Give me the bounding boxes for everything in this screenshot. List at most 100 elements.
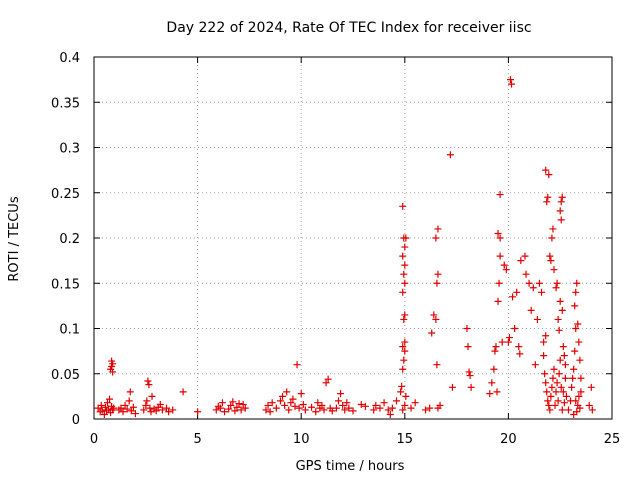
data-point [295, 404, 303, 412]
data-point [560, 399, 568, 407]
data-point [559, 343, 567, 351]
data-point [343, 399, 351, 407]
y-tick-label: 0.15 [51, 277, 80, 292]
data-point [287, 399, 295, 407]
data-point [542, 166, 550, 174]
x-tick-label: 25 [604, 432, 621, 447]
data-point [281, 401, 289, 409]
data-point [466, 372, 474, 380]
data-point [231, 407, 239, 415]
data-point [393, 397, 401, 405]
data-point [546, 252, 554, 260]
data-point [486, 390, 494, 398]
data-point [140, 406, 148, 414]
data-point [572, 397, 580, 405]
data-point [399, 202, 407, 210]
data-point [561, 374, 569, 382]
data-point [399, 365, 407, 373]
data-point [527, 306, 535, 314]
data-point [436, 401, 444, 409]
data-point [434, 225, 442, 233]
data-point [498, 338, 506, 346]
data-point [144, 377, 152, 385]
data-point [401, 279, 409, 287]
data-point [117, 404, 125, 412]
y-tick-label: 0.1 [59, 323, 80, 338]
data-point [165, 408, 173, 416]
data-point [511, 325, 519, 332]
data-point [266, 408, 274, 416]
data-point [542, 332, 550, 340]
data-point [179, 388, 187, 396]
data-point [560, 352, 568, 360]
data-point [399, 288, 407, 296]
data-point [402, 392, 410, 400]
data-point [428, 329, 436, 337]
data-point [398, 382, 406, 390]
data-point [145, 381, 153, 389]
data-point [434, 270, 442, 278]
data-point [525, 279, 533, 287]
data-point [547, 392, 555, 400]
data-point [227, 401, 235, 409]
data-point [372, 401, 380, 409]
data-point [156, 401, 164, 409]
data-point [540, 352, 548, 360]
data-point [506, 76, 514, 84]
data-point [125, 397, 133, 405]
data-point [548, 234, 556, 242]
data-point [148, 392, 156, 400]
data-point [400, 356, 408, 364]
data-point [289, 395, 297, 403]
data-point [545, 171, 553, 179]
data-point [554, 315, 562, 323]
data-point [493, 388, 501, 396]
data-point [568, 383, 576, 391]
y-tick-label: 0.05 [51, 368, 80, 383]
data-point [544, 193, 552, 201]
data-point [194, 408, 202, 416]
data-point [272, 404, 280, 412]
data-point [106, 395, 114, 403]
data-point [508, 80, 516, 88]
data-point [262, 406, 270, 414]
data-point [571, 347, 579, 355]
data-point [142, 401, 150, 409]
data-point [557, 198, 565, 206]
data-point [535, 279, 543, 287]
data-point [558, 193, 566, 201]
data-point [324, 375, 332, 383]
data-point [386, 410, 394, 418]
data-point [494, 297, 502, 305]
data-point [318, 401, 326, 409]
data-point [399, 252, 407, 260]
data-point [572, 288, 580, 296]
x-tick-label: 20 [500, 432, 517, 447]
data-point [558, 406, 566, 414]
data-point [397, 388, 405, 396]
data-point [496, 234, 504, 242]
data-point [129, 403, 137, 411]
data-point [407, 404, 415, 412]
data-point [556, 207, 564, 215]
data-point [433, 361, 441, 369]
data-point [401, 338, 409, 346]
data-point [577, 374, 585, 382]
data-point [399, 343, 407, 351]
data-point [299, 401, 307, 409]
data-point [432, 234, 440, 242]
data-point [291, 402, 299, 410]
data-point [505, 334, 513, 342]
data-point [337, 390, 345, 398]
data-point [108, 357, 116, 365]
data-point [345, 404, 353, 412]
data-point [131, 410, 139, 418]
data-point [541, 370, 549, 378]
data-point [517, 257, 525, 265]
data-point [233, 403, 241, 411]
data-point [110, 404, 118, 412]
data-point [553, 379, 561, 387]
data-point [570, 410, 578, 418]
data-point [463, 325, 471, 332]
data-point [328, 407, 336, 415]
